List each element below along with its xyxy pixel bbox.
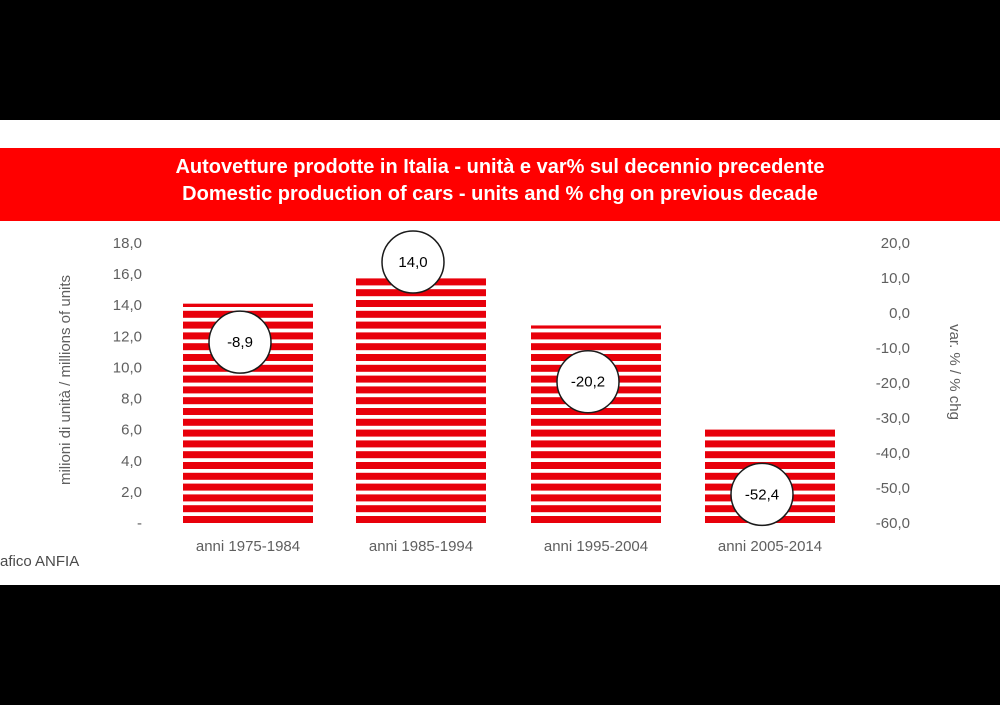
y-tick-left: 6,0: [121, 422, 142, 439]
x-category-label: anni 1985-1994: [369, 538, 473, 555]
pct-change-marker: -20,2: [556, 349, 620, 414]
source-note: afico ANFIA: [0, 553, 80, 570]
pct-change-label: -8,9: [227, 334, 253, 351]
pct-change-label: -20,2: [571, 374, 605, 391]
pct-change-label: -52,4: [745, 486, 779, 503]
y-tick-left: 10,0: [113, 359, 142, 376]
y-tick-right: 0,0: [889, 305, 910, 322]
y-tick-right: -50,0: [876, 480, 910, 497]
pct-change-marker: 14,0: [381, 230, 445, 294]
chart-title-line-2: Domestic production of cars - units and …: [182, 183, 818, 205]
y-tick-left: 12,0: [113, 328, 142, 345]
y-tick-left: 18,0: [113, 235, 142, 252]
y-tick-left: 2,0: [121, 484, 142, 501]
y-tick-left: 4,0: [121, 453, 142, 470]
y-tick-right: 10,0: [881, 270, 910, 287]
y-tick-right: -20,0: [876, 375, 910, 392]
y-axis-label-right: var. % / % chg: [946, 324, 963, 420]
y-tick-right: 20,0: [881, 235, 910, 252]
y-tick-left: 8,0: [121, 391, 142, 408]
y-tick-right: -10,0: [876, 340, 910, 357]
x-category-label: anni 1995-2004: [544, 538, 648, 555]
y-tick-right: -60,0: [876, 515, 910, 532]
x-category-label: anni 2005-2014: [718, 538, 822, 555]
title-bar: [0, 148, 1000, 221]
y-tick-left: -: [137, 515, 142, 532]
x-category-label: anni 1975-1984: [196, 538, 300, 555]
y-axis-label-left: milioni di unità / millions of units: [57, 275, 74, 485]
y-tick-left: 14,0: [113, 297, 142, 314]
chart-title-line-1: Autovetture prodotte in Italia - unità e…: [175, 156, 825, 178]
y-tick-right: -40,0: [876, 445, 910, 462]
y-tick-left: 16,0: [113, 266, 142, 283]
bar-2: [356, 278, 486, 523]
y-tick-right: -30,0: [876, 410, 910, 427]
pct-change-label: 14,0: [398, 254, 427, 271]
pct-change-marker: -52,4: [730, 462, 794, 527]
pct-change-marker: -8,9: [208, 310, 272, 374]
